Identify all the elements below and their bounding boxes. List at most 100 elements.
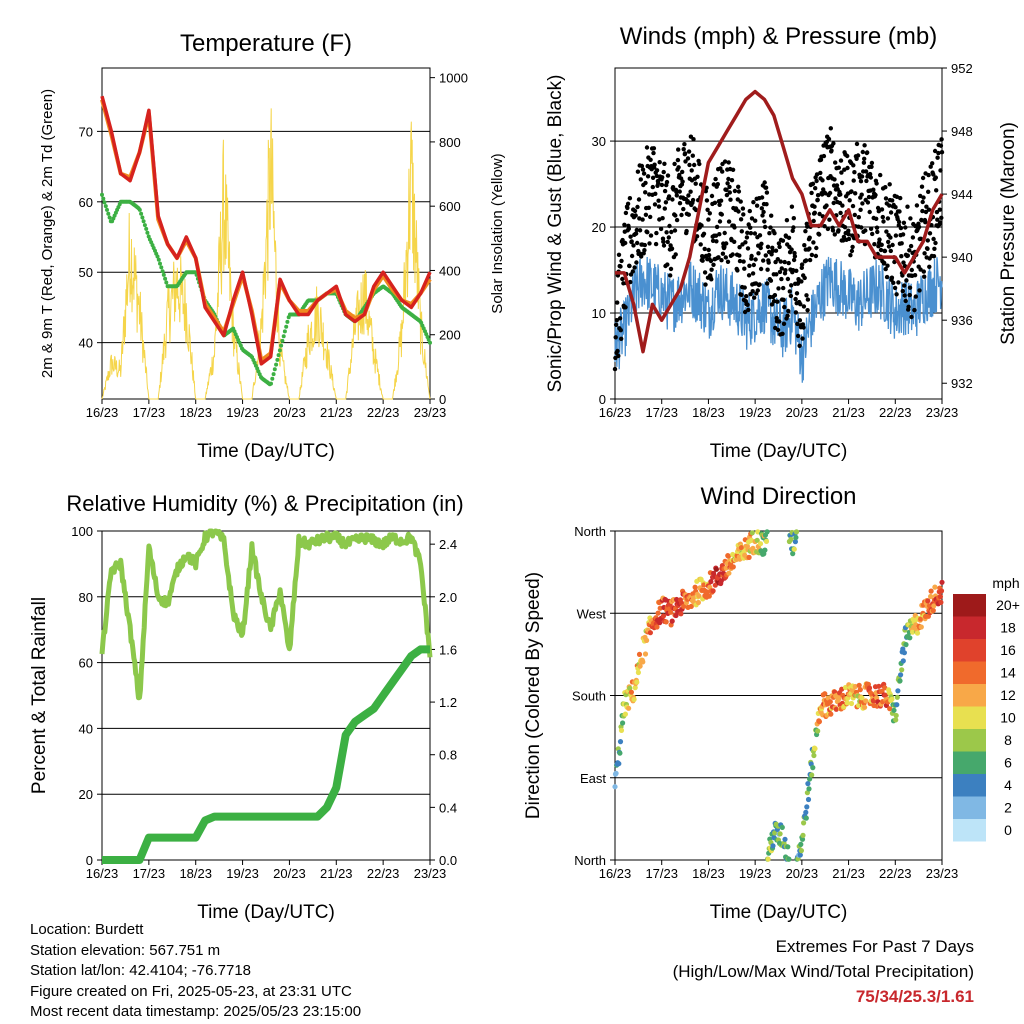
gust-point	[665, 262, 670, 267]
direction-point	[889, 696, 895, 702]
gust-point	[699, 223, 704, 228]
gust-point	[738, 217, 744, 222]
gust-point	[937, 207, 942, 212]
colorbar-tick-label: 18	[1000, 620, 1016, 636]
gust-point	[723, 255, 728, 260]
colorbar-tick-label: 12	[1000, 687, 1016, 703]
gust-point	[859, 225, 864, 230]
colorbar-swatch	[953, 774, 986, 797]
wind-xtick-label: 17/23	[645, 405, 678, 420]
colorbar-swatch	[953, 751, 986, 774]
gust-point	[652, 202, 658, 207]
gust-point	[616, 353, 621, 359]
gust-point	[875, 229, 880, 235]
gust-point	[824, 203, 829, 208]
gust-point	[786, 260, 791, 266]
direction-point	[825, 695, 831, 701]
dir-xtick-label: 18/23	[692, 866, 725, 881]
solar-insolation-line	[101, 108, 431, 400]
gust-point	[854, 141, 860, 147]
gust-point	[635, 204, 640, 210]
gust-point	[885, 263, 890, 268]
gust-point	[853, 191, 858, 196]
gust-point	[720, 251, 726, 256]
direction-point	[726, 570, 732, 576]
gust-point	[685, 156, 691, 161]
gust-point	[677, 172, 682, 178]
gust-point	[709, 277, 714, 282]
wind-title: Winds (mph) & Pressure (mb)	[620, 23, 937, 50]
direction-point	[799, 836, 806, 842]
gust-point	[792, 254, 798, 259]
gust-point	[707, 211, 712, 216]
gust-point	[839, 170, 844, 175]
gust-point	[884, 229, 889, 234]
gust-point	[629, 239, 634, 244]
gust-point	[666, 194, 672, 199]
gust-point	[880, 214, 885, 220]
gust-point	[657, 217, 662, 222]
temp-ytick-label: 50	[79, 265, 93, 280]
colorbar-tick-label: 16	[1000, 642, 1016, 658]
timestamp-text: Most recent data timestamp: 2025/05/23 2…	[30, 1003, 362, 1020]
direction-point	[918, 624, 924, 630]
wind-y2tick-label: 952	[951, 61, 973, 76]
gust-point	[904, 278, 909, 283]
gust-point	[755, 288, 760, 293]
gust-point	[889, 275, 895, 280]
gust-point	[931, 254, 937, 259]
gust-point	[874, 216, 879, 221]
gust-point	[673, 252, 678, 257]
direction-point	[856, 702, 862, 709]
temp-y2tick-label: 400	[439, 263, 461, 278]
gust-point	[773, 248, 779, 253]
gust-point	[614, 318, 619, 323]
direction-point	[657, 620, 663, 626]
gust-point	[855, 153, 861, 158]
gust-point	[617, 316, 623, 321]
gust-point	[737, 258, 743, 264]
gust-point	[682, 151, 688, 156]
wind-y2label: Station Pressure (Maroon)	[998, 122, 1019, 345]
gust-point	[797, 343, 802, 348]
gust-point	[722, 244, 727, 250]
gust-point	[914, 203, 920, 208]
direction-point	[663, 619, 669, 625]
gust-point	[799, 262, 805, 267]
gust-point	[694, 234, 700, 239]
gust-point	[868, 226, 874, 231]
dewpoint-point	[146, 234, 151, 239]
gust-point	[719, 212, 724, 217]
gust-point	[625, 201, 631, 206]
gust-point	[777, 319, 782, 324]
gust-point	[757, 282, 762, 287]
gust-point	[919, 218, 924, 223]
direction-point	[764, 529, 770, 535]
gust-point	[728, 197, 733, 202]
gust-point	[900, 232, 906, 237]
gust-point	[648, 214, 653, 220]
wind-ytick-label: 30	[592, 134, 606, 149]
gust-point	[789, 247, 794, 252]
dir-ytick-label: North	[574, 524, 606, 539]
gust-point	[765, 281, 770, 286]
direction-point	[893, 712, 899, 719]
direction-point	[640, 659, 646, 665]
gust-point	[662, 161, 667, 166]
wind-xtick-label: 16/23	[599, 405, 632, 420]
direction-point	[833, 706, 839, 712]
direction-point	[798, 848, 805, 854]
gust-point	[674, 189, 679, 195]
colorbar-swatch	[953, 661, 986, 684]
gust-point	[799, 279, 804, 284]
gust-point	[785, 276, 791, 282]
gust-point	[776, 241, 782, 246]
gust-point	[867, 171, 873, 177]
gust-point	[920, 175, 926, 181]
gust-point	[644, 145, 650, 150]
direction-point	[897, 678, 903, 684]
gust-point	[754, 203, 760, 208]
gust-point	[639, 163, 645, 169]
gust-point	[738, 199, 743, 204]
gust-point	[657, 160, 662, 165]
